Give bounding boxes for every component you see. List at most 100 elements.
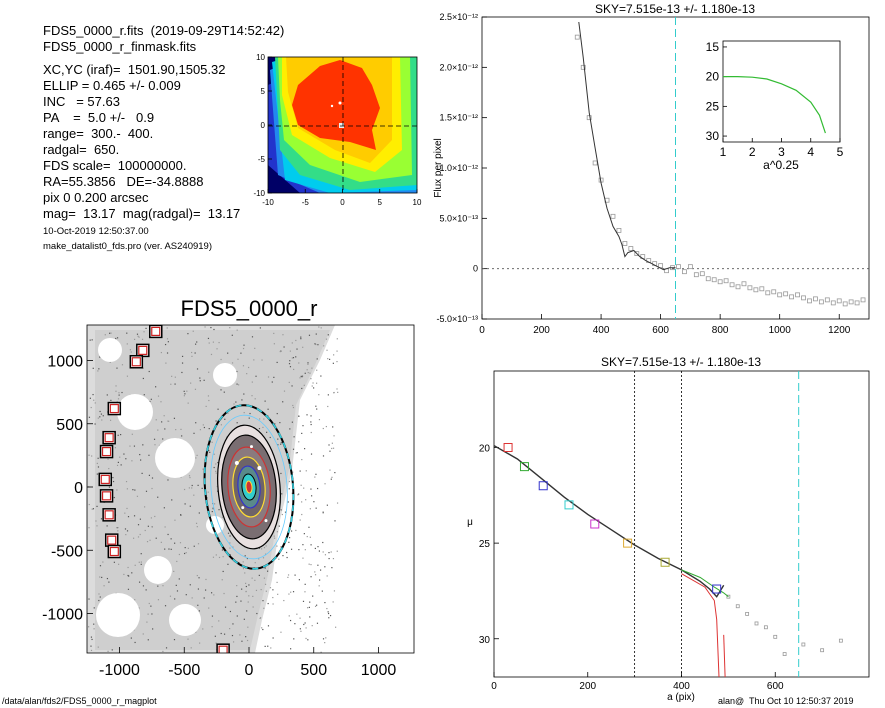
isophote-map: -10 -5 0 5 10 -10 -5 0 5 10 [253, 53, 422, 207]
mu-point [773, 634, 778, 639]
mu-range-square [660, 557, 670, 567]
flux-point [676, 264, 681, 270]
mask-square-inner [138, 345, 148, 355]
inset-ytick-label: 25 [706, 99, 720, 113]
mu-point [735, 604, 740, 609]
flux-point [824, 297, 830, 303]
mu-profile-plot: SKY=7.515e-13 +/- 1.180e-13 a (pix) μ 0 2… [467, 355, 870, 703]
sky-xtick-label: -1000 [99, 662, 140, 679]
mask-square-inner [107, 535, 117, 545]
mu-range-square [538, 481, 548, 491]
mask-square-inner [101, 491, 112, 501]
flux-point [789, 294, 794, 300]
mu-xtick-label: 400 [673, 681, 690, 692]
flux-point [741, 281, 747, 287]
flux-point [860, 297, 866, 303]
info-line-scale: FDS scale= 100000000. [43, 158, 187, 173]
mu-ytick-label: 30 [479, 635, 491, 646]
flux-point [795, 292, 800, 298]
flux-inset: a^0.25 1 2 3 4 5 15 20 25 30 [706, 40, 844, 172]
flux-point [759, 286, 765, 292]
flux-point [616, 228, 622, 233]
mu-point [820, 648, 825, 653]
mu-profile-line [494, 444, 725, 598]
flux-point [765, 290, 771, 296]
flux-xtick-label: 1000 [769, 325, 792, 336]
mask-square-inner [151, 326, 161, 337]
mask-square [107, 401, 122, 416]
mask-square [99, 489, 114, 503]
flux-point [842, 301, 848, 307]
info-line-mask: FDS5_0000_r_finmask.fits [43, 39, 197, 54]
flux-point [628, 246, 634, 251]
mu-point [726, 594, 731, 599]
mask-square-inner [104, 433, 114, 443]
flux-xtick-label: 200 [533, 325, 550, 336]
flux-point [580, 64, 586, 70]
mask-square-inner [131, 357, 141, 367]
inset-ytick-label: 30 [706, 129, 720, 143]
flux-profile-plot: SKY=7.515e-13 +/- 1.180e-13 Flux per pix… [433, 2, 870, 336]
mask-square-inner [104, 510, 114, 520]
mask-square [98, 472, 113, 487]
flux-ytick-label: 2.0×10⁻¹² [439, 62, 478, 72]
mu-range-square [503, 443, 513, 452]
mask-square [149, 325, 163, 339]
footer-path: /data/alan/fds2/FDS5_0000_r_magplot [2, 696, 157, 706]
flux-point [723, 278, 729, 284]
mu-xtick-label: 600 [767, 681, 784, 692]
flux-point [592, 160, 598, 166]
map-ytick-label: 5 [261, 87, 266, 96]
mu-point [838, 638, 843, 643]
sky-ytick-label: 0 [74, 480, 83, 497]
map-xtick-label: 10 [413, 198, 422, 207]
flux-point [699, 271, 705, 277]
flux-xtick-label: 1200 [828, 325, 851, 336]
mask-square [129, 355, 144, 369]
sky-image: FDS5_0000_r -1000 -500 0 500 1000 -1000 -500 0 5… [42, 296, 415, 679]
mu-profile-line [681, 569, 729, 598]
mu-point [782, 652, 787, 656]
inset-xlabel: a^0.25 [763, 158, 799, 172]
info-line-center: XC,YC (iraf)= 1501.90,1505.32 [43, 62, 226, 77]
mask-square [99, 444, 114, 459]
info-line-pa: PA = 5.0 +/- 0.9 [43, 110, 155, 125]
mask-square [102, 508, 116, 522]
flux-point [687, 264, 693, 270]
map-xtick-label: -5 [302, 198, 310, 207]
mask-square-inner [109, 403, 119, 414]
map-xtick-label: 0 [340, 198, 345, 207]
mask-square-inner [101, 446, 112, 457]
mask-square-inner [218, 645, 228, 653]
sky-xtick-label: 1000 [361, 662, 397, 679]
mu-ytick-label: 20 [479, 444, 491, 455]
inset-xtick-label: 4 [807, 145, 814, 159]
mask-square [102, 430, 116, 445]
mu-xtick-label: 0 [491, 681, 497, 692]
mask-square-inner [109, 546, 119, 557]
mask-square [107, 544, 122, 559]
flux-point [783, 291, 789, 297]
inset-xtick-label: 3 [778, 145, 785, 159]
flux-point [807, 298, 812, 304]
flux-ytick-label: -5.0×10⁻¹³ [436, 314, 478, 324]
flux-point [693, 272, 699, 278]
mu-profile-line [681, 573, 720, 677]
flux-point [610, 213, 616, 219]
mu-point [801, 642, 806, 647]
mask-square-inner [100, 474, 110, 485]
flux-ylabel: Flux per pixel [433, 138, 444, 197]
flux-xtick-label: 400 [593, 325, 610, 336]
sky-xtick-label: 500 [300, 662, 327, 679]
flux-ytick-label: 0 [473, 264, 478, 274]
flux-point [705, 276, 711, 282]
flux-point [717, 279, 723, 285]
flux-ytick-label: 5.0×10⁻¹³ [439, 213, 478, 223]
info-line-range: range= 300.- 400. [43, 126, 154, 141]
flux-point [836, 298, 842, 304]
flux-point [735, 284, 741, 290]
inset-xtick-label: 2 [749, 145, 756, 159]
flux-point [813, 296, 818, 302]
flux-ytick-label: 2.5×10⁻¹² [439, 12, 478, 22]
